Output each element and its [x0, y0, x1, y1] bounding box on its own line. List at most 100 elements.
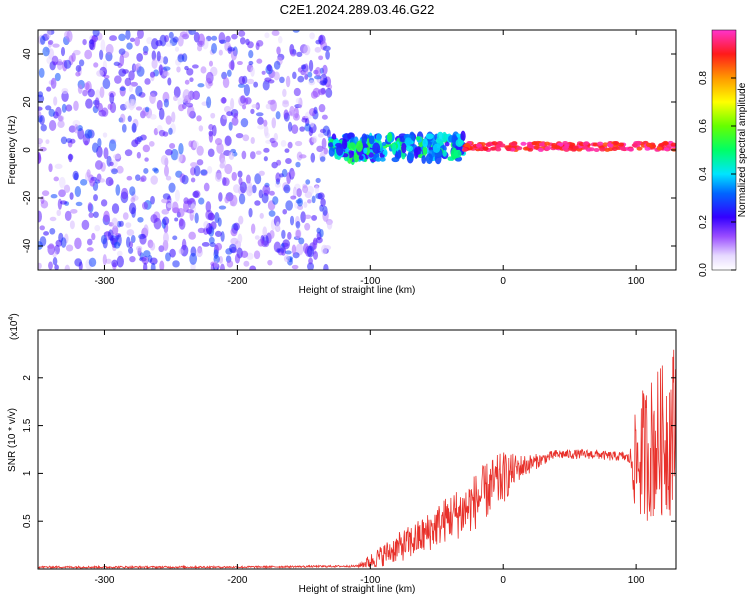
- spectrogram-cell: [238, 30, 246, 37]
- spectrogram-cell: [127, 115, 132, 122]
- spectrogram-cell: [118, 220, 124, 227]
- spectrogram-cell: [209, 242, 216, 248]
- snr-series-line: [38, 349, 676, 569]
- spectrogram-cell: [219, 39, 227, 44]
- spectrogram-cell: [163, 98, 169, 108]
- spectrogram-cell: [263, 147, 270, 153]
- spectrogram-cell: [89, 178, 96, 187]
- spectrogram-cell: [60, 46, 66, 57]
- spectrogram-cell: [620, 146, 627, 151]
- spectrogram-cell: [80, 179, 88, 186]
- spectrogram-cell: [224, 163, 233, 175]
- spectrogram-cell: [238, 177, 243, 186]
- y-tick-label: 0.5: [22, 514, 33, 528]
- spectrogram-cell: [245, 174, 251, 184]
- spectrogram-cell: [128, 202, 137, 215]
- spectrogram-cell: [253, 81, 259, 88]
- spectrogram-cell: [254, 200, 261, 206]
- spectrogram-cell: [68, 125, 76, 133]
- spectrogram-cell: [292, 30, 300, 33]
- colorbar-tick-label: 0.0: [698, 263, 709, 277]
- spectrogram-cell: [55, 106, 62, 117]
- spectrogram-cell: [54, 163, 63, 169]
- spectrogram-cell: [262, 184, 271, 195]
- spectrogram-cell: [141, 255, 149, 265]
- spectrogram-cell: [94, 160, 103, 170]
- spectrogram-cell: [251, 103, 259, 109]
- spectrogram-cell: [109, 161, 114, 167]
- spectrogram-cell: [303, 44, 311, 56]
- spectrogram-cell: [203, 182, 210, 192]
- spectrogram-cell: [261, 192, 269, 204]
- spectrogram-cell: [321, 114, 328, 120]
- spectrogram-cell: [314, 75, 322, 80]
- spectrogram-cell: [172, 235, 178, 241]
- snr-x-ticks: -300 -200 -100 0 100: [94, 330, 645, 586]
- spectrogram-cell: [325, 50, 330, 60]
- spectrogram-cell: [267, 79, 275, 84]
- spectrogram-cell: [151, 58, 158, 69]
- spectrogram-cell: [196, 44, 203, 52]
- spectrogram-cell: [41, 190, 50, 197]
- spectrogram-cell: [162, 216, 170, 226]
- spectrogram-cell: [582, 145, 589, 150]
- spectrogram-cell: [238, 76, 246, 85]
- spectrogram-cell: [391, 156, 400, 163]
- spectrogram-cell: [368, 152, 374, 158]
- spectrogram-cell: [253, 250, 261, 260]
- spectrogram-cell: [186, 68, 194, 76]
- spectrogram-cell: [93, 211, 99, 218]
- spectrogram-cell: [162, 66, 171, 71]
- spectrogram-cell: [299, 126, 305, 132]
- spectrogram-cell: [190, 162, 198, 168]
- spectrogram-cell: [413, 147, 419, 159]
- spectrogram-cell: [172, 260, 180, 268]
- spectrogram-cell: [96, 70, 105, 77]
- spectrogram-cell: [271, 30, 280, 36]
- spectrogram-cell: [39, 114, 45, 126]
- spectrogram-cell: [291, 244, 297, 255]
- spectrogram-cell: [173, 86, 181, 98]
- spectrogram-cell: [273, 132, 278, 142]
- spectrogram-cell: [599, 147, 606, 152]
- spectrogram-cell: [43, 231, 50, 236]
- spectrogram-cell: [316, 145, 324, 153]
- spectrogram-cell: [61, 88, 69, 95]
- spectrogram-cell: [250, 137, 255, 144]
- spectrogram-cell: [85, 98, 93, 109]
- spectrogram-cell: [52, 43, 60, 48]
- spectrogram-cell: [243, 84, 250, 97]
- spectrogram-cell: [241, 150, 247, 160]
- spectrogram-cell: [275, 172, 281, 183]
- spectrogram-cell: [306, 245, 315, 258]
- spectrogram-cell: [116, 250, 123, 257]
- spectrogram-cell: [425, 153, 433, 165]
- spectrogram-cell: [66, 30, 73, 43]
- spectrogram-cell: [658, 143, 665, 148]
- spectrogram-cell: [219, 263, 225, 270]
- spectrogram-cell: [307, 199, 312, 204]
- spectrogram-cell: [310, 152, 316, 163]
- spectrogram-cell: [211, 124, 217, 137]
- spectrogram-cell: [562, 141, 569, 146]
- spectrogram-cell: [294, 140, 303, 147]
- spectrogram-cell: [231, 33, 238, 40]
- spectrogram-cell: [144, 78, 151, 85]
- spectrogram-cell: [56, 209, 62, 216]
- spectrogram-cell: [169, 143, 176, 149]
- spectrogram-cell: [282, 208, 288, 215]
- spectrogram-cell: [316, 227, 321, 234]
- spectrogram-cell: [312, 250, 319, 260]
- spectrogram-cell: [355, 140, 363, 153]
- spectrogram-cell: [305, 179, 311, 185]
- spectrogram-cell: [102, 132, 108, 138]
- snr-panel: -300 -200 -100 0 100 0.5 1 1.5 2 Height of stra…: [7, 313, 677, 595]
- spectrogram-cell: [73, 49, 81, 56]
- spectrogram-cell: [74, 123, 79, 134]
- spectrogram-cell: [150, 214, 158, 224]
- spectrogram-cell: [111, 259, 118, 268]
- spectrogram-cell: [222, 77, 230, 89]
- spectrogram-cell: [572, 145, 579, 150]
- spectrogram-cell: [189, 252, 198, 265]
